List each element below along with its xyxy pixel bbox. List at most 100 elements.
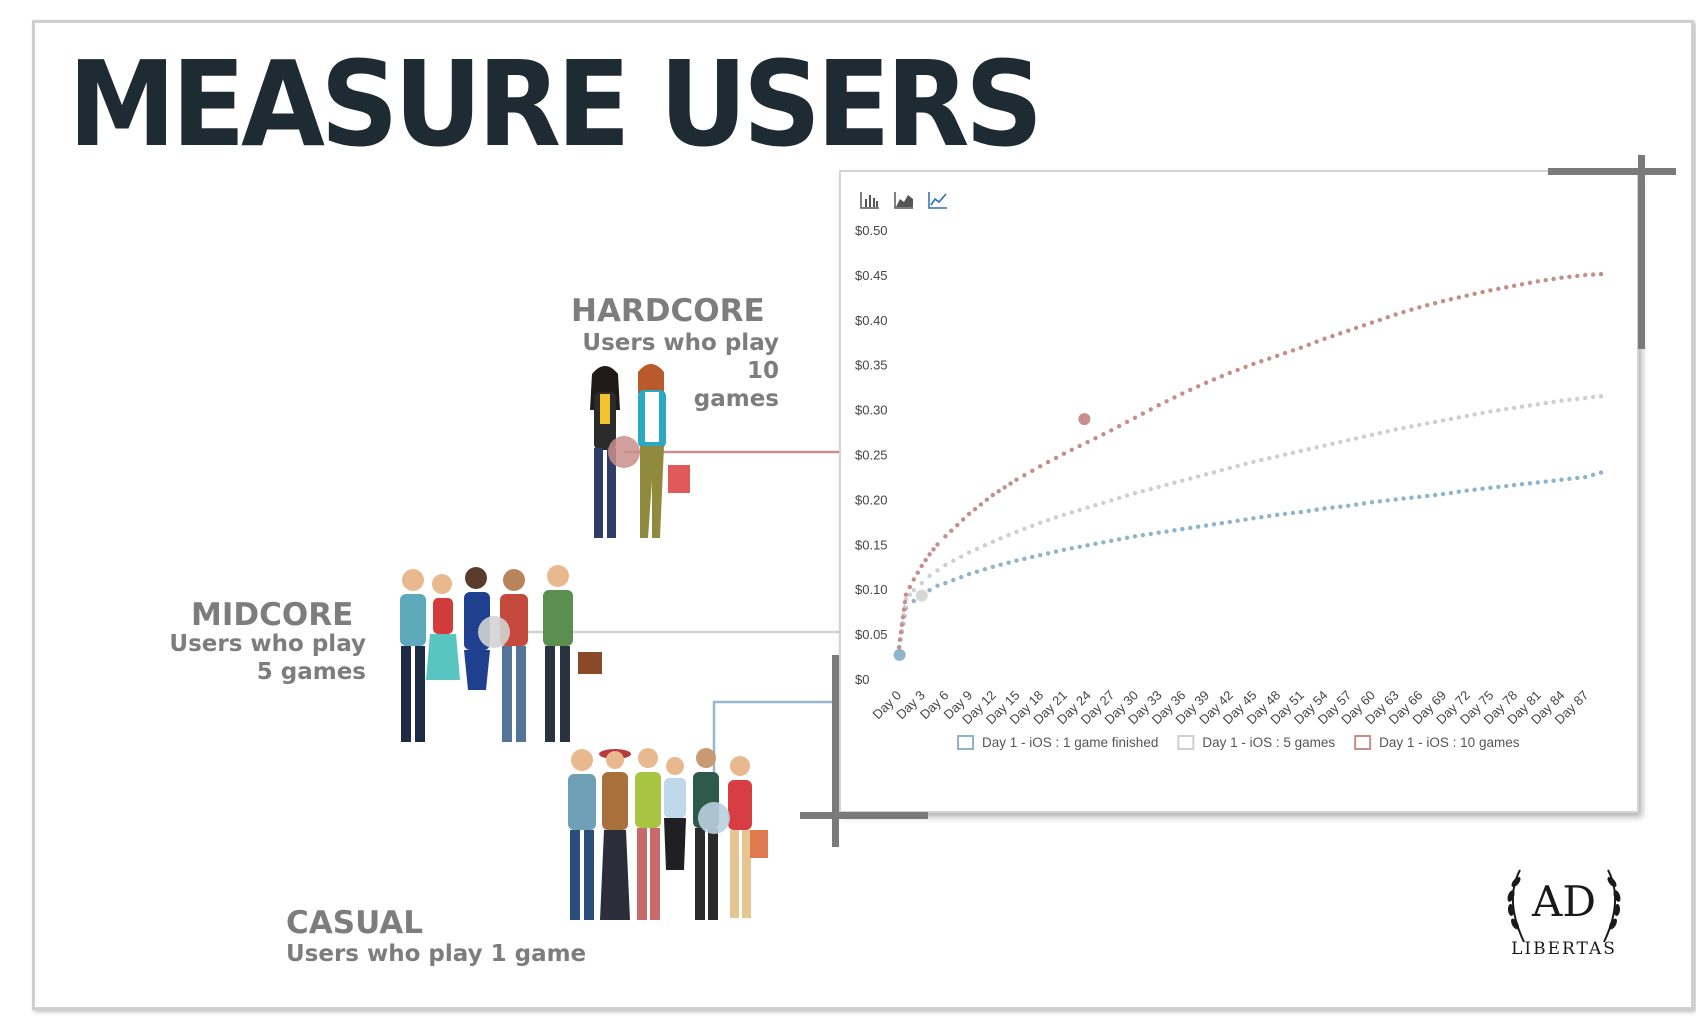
- corner-bar-bottom-vertical: [832, 655, 839, 847]
- series-point: [1030, 468, 1035, 473]
- series-point: [1575, 396, 1580, 402]
- series-point: [1346, 503, 1351, 508]
- series-point: [974, 569, 980, 574]
- series-point: [919, 563, 924, 569]
- series-point: [1425, 493, 1430, 499]
- series-point: [1006, 560, 1011, 565]
- series-point: [1022, 526, 1027, 532]
- casual-marker: [893, 648, 906, 661]
- series-point: [1274, 353, 1280, 359]
- series-point: [1148, 531, 1153, 537]
- series-point: [1598, 271, 1604, 277]
- series-point: [1219, 520, 1225, 526]
- series-point: [1314, 339, 1319, 344]
- series-point: [1472, 412, 1477, 417]
- series-point: [1401, 496, 1406, 501]
- series-point: [1290, 510, 1296, 516]
- midcore-people-illustration: [400, 565, 602, 742]
- series-point: [1195, 524, 1201, 529]
- series-point: [1243, 364, 1248, 370]
- person-old-man-blue-sweater: [568, 749, 596, 920]
- series-point: [1464, 293, 1469, 298]
- person-man-green-sweater: [635, 748, 661, 920]
- series-point: [984, 497, 990, 502]
- series-point: [1203, 523, 1209, 528]
- series-point: [1488, 409, 1493, 414]
- series-point: [972, 506, 978, 512]
- series-point: [1243, 461, 1248, 467]
- series-point: [1093, 541, 1098, 547]
- person-woman-red-top: [426, 574, 460, 680]
- series-point: [1464, 488, 1469, 493]
- series-point: [1259, 514, 1264, 520]
- series-point: [998, 536, 1003, 541]
- series-point: [1156, 530, 1161, 535]
- series-point: [1440, 491, 1446, 497]
- series-point: [1085, 439, 1090, 445]
- series-point: [915, 570, 920, 575]
- series-point: [1298, 509, 1304, 515]
- series-point: [1203, 380, 1209, 385]
- series-point: [919, 580, 924, 586]
- series-point: [1101, 540, 1106, 545]
- series-point: [951, 577, 956, 583]
- series-point: [1377, 430, 1383, 436]
- series-point: [1527, 280, 1533, 285]
- person-woman-red-hat: [599, 749, 631, 920]
- series-point: [1322, 336, 1327, 341]
- person-man-red-sweater: [500, 569, 528, 742]
- series-point: [1180, 391, 1185, 396]
- series-point: [1172, 528, 1177, 533]
- corner-bar-top-horizontal: [1548, 168, 1676, 175]
- line-chart-icon[interactable]: [927, 190, 949, 210]
- person-man-green-sweater: [543, 565, 602, 742]
- series-point: [1211, 522, 1217, 527]
- series-point: [1069, 510, 1074, 515]
- series-point: [951, 558, 956, 564]
- series-point: [902, 600, 908, 605]
- y-tick-label: $0.30: [855, 403, 888, 418]
- series-point: [1559, 398, 1564, 403]
- series-point: [978, 502, 984, 507]
- series-point: [1425, 303, 1430, 308]
- series-point: [1504, 483, 1509, 489]
- series-point: [1535, 279, 1541, 284]
- person-woman-light-blue-shirt: [664, 757, 686, 870]
- series-point: [1172, 395, 1177, 400]
- series-point: [1338, 331, 1343, 336]
- series-point: [1377, 317, 1383, 323]
- series-point: [935, 542, 940, 547]
- legend-item-3[interactable]: Day 1 - iOS : 10 games: [1354, 735, 1520, 750]
- series-point: [1156, 484, 1161, 490]
- series-point: [1511, 482, 1517, 488]
- series-1: [895, 470, 1604, 658]
- series-point: [1101, 500, 1106, 505]
- series-point: [927, 573, 932, 579]
- series-point: [1330, 333, 1335, 339]
- series-point: [1188, 387, 1193, 393]
- series-point: [1259, 457, 1264, 463]
- bar-chart-icon[interactable]: [859, 190, 881, 210]
- midcore-description-line1: Users who play: [169, 631, 366, 657]
- series-point: [1109, 428, 1114, 433]
- midcore-description-line2: 5 games: [256, 659, 366, 685]
- y-tick-label: $0: [855, 672, 869, 687]
- area-chart-icon[interactable]: [893, 190, 915, 210]
- series-point: [960, 517, 966, 522]
- series-point: [1180, 478, 1185, 483]
- series-point: [1575, 475, 1580, 481]
- series-point: [923, 557, 928, 563]
- legend-label: Day 1 - iOS : 5 games: [1202, 735, 1335, 750]
- series-point: [1543, 400, 1548, 406]
- series-point: [1014, 477, 1019, 482]
- legend-item-2[interactable]: Day 1 - iOS : 5 games: [1177, 735, 1335, 750]
- hardcore-description-line1: Users who play 10: [582, 330, 779, 384]
- series-point: [896, 645, 902, 650]
- series-point: [1235, 463, 1240, 469]
- series-point: [1504, 406, 1509, 412]
- legend-item-1[interactable]: Day 1 - iOS : 1 game finished: [957, 735, 1158, 750]
- series-point: [1432, 492, 1438, 498]
- series-point: [1243, 517, 1248, 522]
- series-point: [1298, 345, 1304, 350]
- series-point: [1109, 498, 1114, 503]
